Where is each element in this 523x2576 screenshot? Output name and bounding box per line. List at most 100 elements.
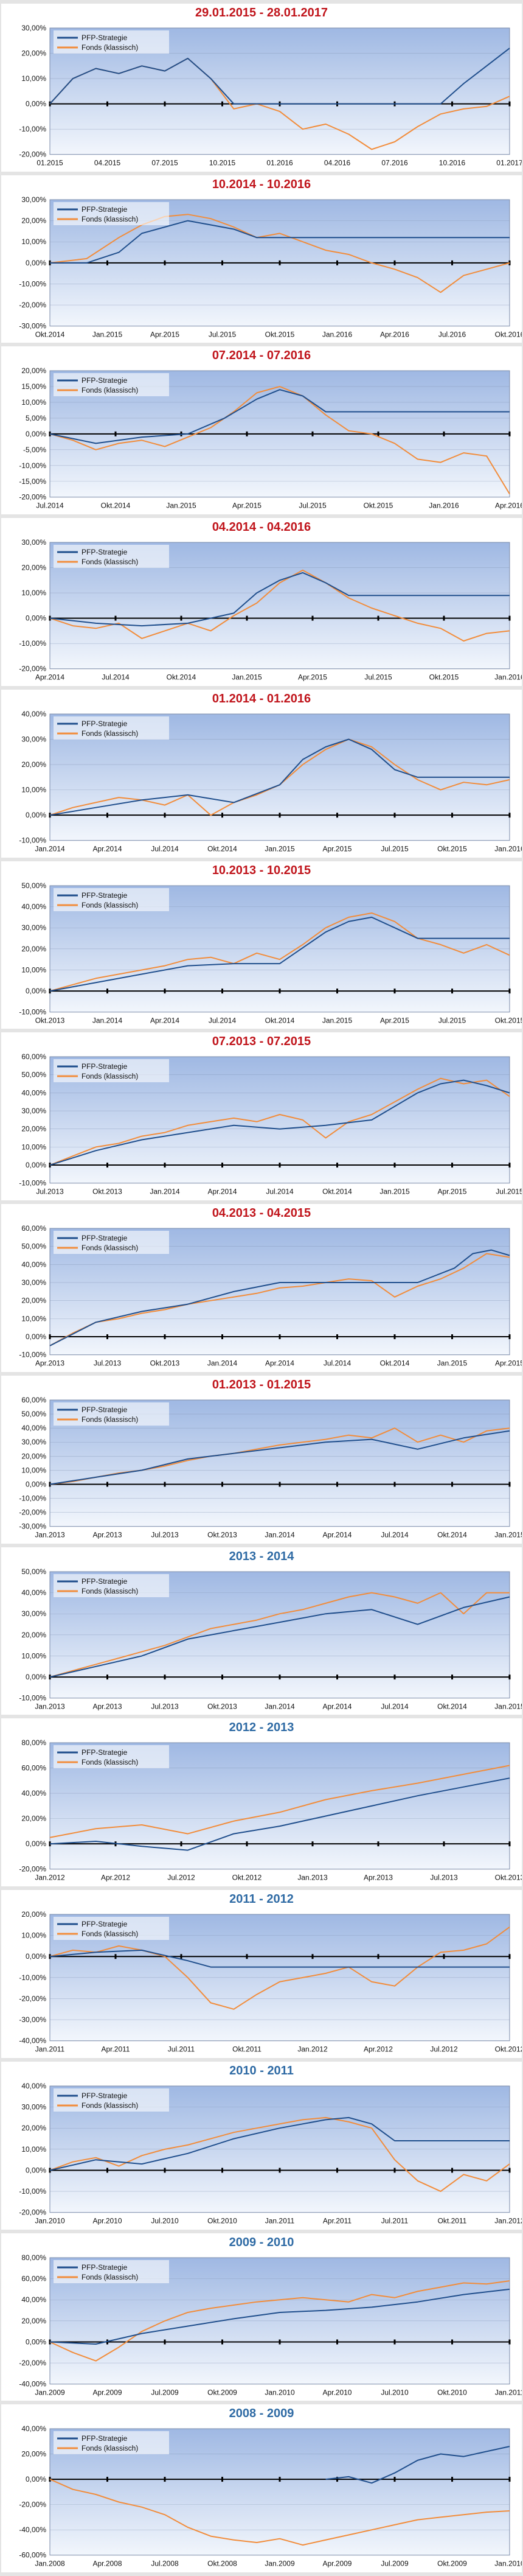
line-chart: 40,00%30,00%20,00%10,00%0,00%-10,00%Jan.… xyxy=(19,710,522,853)
x-tick-label: Okt.2008 xyxy=(207,2560,237,2568)
x-tick-label: Jan.2011 xyxy=(495,2388,522,2396)
y-tick-label: 20,00% xyxy=(21,1815,46,1823)
series-line-strategy xyxy=(325,2446,510,2484)
x-tick-label: Jan.2015 xyxy=(322,1016,353,1024)
y-tick-label: -10,00% xyxy=(19,125,46,133)
x-tick-label: Jan.2013 xyxy=(35,1531,65,1539)
y-tick-label: 10,00% xyxy=(21,1931,46,1940)
line-chart: 60,00% 50,00% 40,00% 30,00% 20,00% 10,00% 0,00… xyxy=(19,1396,522,1539)
x-tick-label: 04.2015 xyxy=(94,159,121,167)
x-tick-label: Okt.2015 xyxy=(429,673,459,682)
series-line-strategy xyxy=(49,1249,510,1346)
y-tick-label: 40,00% xyxy=(21,710,46,718)
legend-label: PFP-Strategie xyxy=(81,2263,128,2272)
y-tick-label: 40,00% xyxy=(21,2082,46,2090)
chart-title: 04.2013 - 04.2015 xyxy=(212,1206,311,1220)
x-tick-label: Apr.2012 xyxy=(364,2045,393,2054)
x-tick-label: Okt.2015 xyxy=(495,1016,522,1024)
chart-title: 2010 - 2011 xyxy=(229,2063,294,2077)
y-tick-label: 40,00% xyxy=(21,902,46,911)
x-tick-label: Okt.2011 xyxy=(232,2045,262,2054)
chart-panel: 07.2014 - 07.2016 20,00% 15,00% 10,00% 5,00%… xyxy=(1,346,522,515)
x-tick-label: Jul.2013 xyxy=(94,1359,122,1368)
x-tick-label: Jul.2014 xyxy=(324,1359,352,1368)
line-chart: 60,00% 50,00% 40,00% 30,00% 20,00% 10,00% 0,00… xyxy=(19,1052,522,1196)
chart-panel: 2011 - 2012 20,00% 10,00% 0,00% -10,00% -20,0… xyxy=(1,1890,522,2058)
x-tick-label: Apr.2009 xyxy=(93,2388,122,2396)
y-tick-label: 15,00% xyxy=(21,382,46,391)
x-tick-label: Apr.2013 xyxy=(35,1359,64,1368)
y-tick-label: 20,00% xyxy=(21,760,46,769)
x-tick-label: Apr.2015 xyxy=(380,1016,409,1024)
series-line-strategy xyxy=(49,1079,510,1166)
series-line-fund xyxy=(49,1077,510,1166)
x-tick-label: Apr.2014 xyxy=(93,845,122,853)
series-line-strategy xyxy=(50,220,510,264)
y-tick-label: -5,00% xyxy=(23,446,46,454)
y-tick-label: 30,00% xyxy=(21,538,46,547)
x-tick-label: Jan.2013 xyxy=(297,1874,328,1882)
x-tick-label: Jul.2014 xyxy=(209,1016,237,1024)
x-tick-label: Apr.2014 xyxy=(150,1016,179,1024)
y-tick-label: -60,00% xyxy=(19,2551,46,2560)
y-tick-label: -40,00% xyxy=(19,2037,46,2045)
x-tick-label: Okt.2014 xyxy=(35,330,65,338)
y-tick-label: 0,00% xyxy=(26,430,46,438)
series-line-strategy xyxy=(49,916,510,992)
y-tick-label: -20,00% xyxy=(19,150,46,159)
legend xyxy=(54,373,170,397)
y-tick-label: 10,00% xyxy=(21,965,46,974)
legend-label: Fonds (klassisch) xyxy=(81,2273,138,2281)
legend xyxy=(54,30,170,54)
x-tick-label: Apr.2014 xyxy=(208,1188,237,1196)
legend-label: PFP-Strategie xyxy=(81,376,128,385)
legend-label: Fonds (klassisch) xyxy=(81,558,138,566)
y-tick-label: -20,00% xyxy=(19,1995,46,2003)
chart-title: 29.01.2015 - 28.01.2017 xyxy=(195,6,328,19)
x-tick-label: Apr.2016 xyxy=(380,330,409,338)
y-tick-label: 40,00% xyxy=(21,1588,46,1597)
x-tick-label: Jul.2010 xyxy=(381,2388,409,2396)
series-line-strategy xyxy=(49,389,510,444)
x-tick-label: Jan.2010 xyxy=(265,2388,295,2396)
chart-panel: 01.2014 - 01.2016 40,00% 30,00% 20,00% 10,00… xyxy=(1,689,522,858)
x-tick-label: Jan.2012 xyxy=(35,1874,65,1882)
x-tick-label: Okt.2013 xyxy=(207,1531,237,1539)
y-tick-label: 30,00% xyxy=(21,923,46,932)
x-tick-label: Jan.2015 xyxy=(494,1702,522,1710)
x-tick-label: Jul.2014 xyxy=(381,1531,409,1539)
x-tick-label: 01.2017 xyxy=(496,159,522,167)
y-tick-label: 40,00% xyxy=(21,1789,46,1797)
legend-label: PFP-Strategie xyxy=(81,1062,128,1071)
y-tick-label: -10,00% xyxy=(19,2187,46,2196)
legend xyxy=(54,2431,170,2455)
chart-panel: 2010 - 2011 40,00% 30,00% 20,00% 10,00% 0,00%… xyxy=(1,2061,522,2230)
y-tick-label: 10,00% xyxy=(21,237,46,246)
y-tick-label: 0,00% xyxy=(26,811,46,819)
legend xyxy=(54,1059,170,1083)
x-tick-label: Okt.2011 xyxy=(438,2217,467,2225)
x-tick-label: Okt.2015 xyxy=(364,502,393,510)
y-tick-label: 0,00% xyxy=(26,1952,46,1961)
x-tick-label: Apr.2010 xyxy=(93,2217,122,2225)
x-tick-label: Okt.2009 xyxy=(437,2560,467,2568)
y-tick-label: -30,00% xyxy=(19,2015,46,2024)
y-tick-label: 30,00% xyxy=(21,24,46,32)
line-chart: 50,00% 40,00% 30,00% 20,00% 10,00% 0,00% -10,0… xyxy=(19,1567,522,1711)
chart-title: 01.2013 - 01.2015 xyxy=(212,1377,311,1391)
legend xyxy=(54,716,170,740)
x-tick-label: Okt.2013 xyxy=(92,1188,122,1196)
x-tick-label: Apr.2009 xyxy=(323,2560,352,2568)
line-chart: 60,00% 50,00% 40,00% 30,00% 20,00% 10,00% 0,00… xyxy=(19,1224,522,1368)
x-tick-label: Apr.2012 xyxy=(101,1874,130,1882)
x-tick-label: Apr.2011 xyxy=(323,2217,352,2225)
legend-label: PFP-Strategie xyxy=(81,548,128,556)
legend xyxy=(54,2088,170,2112)
x-tick-label: Jan.2016 xyxy=(494,845,522,853)
x-tick-label: Jul.2010 xyxy=(151,2217,179,2225)
y-tick-label: 50,00% xyxy=(21,1410,46,1418)
y-tick-label: -40,00% xyxy=(19,2379,46,2388)
x-tick-label: Okt.2015 xyxy=(437,845,467,853)
x-tick-label: 07.2016 xyxy=(381,159,408,167)
